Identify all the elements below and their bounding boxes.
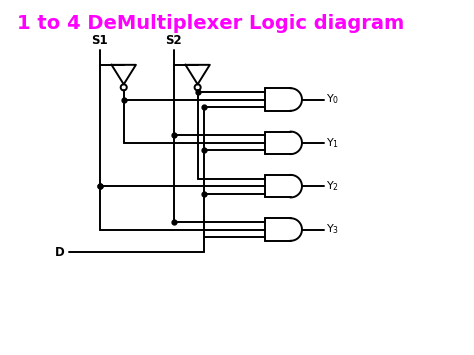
Text: Y$_3$: Y$_3$ — [326, 223, 339, 236]
Text: Y$_2$: Y$_2$ — [326, 179, 339, 193]
Text: Y$_0$: Y$_0$ — [326, 93, 339, 106]
Text: Y$_1$: Y$_1$ — [326, 136, 339, 150]
Text: 1 to 4 DeMultiplexer Logic diagram: 1 to 4 DeMultiplexer Logic diagram — [17, 14, 404, 33]
Text: D: D — [55, 246, 65, 258]
Text: S2: S2 — [165, 34, 182, 48]
Text: S1: S1 — [91, 34, 108, 48]
